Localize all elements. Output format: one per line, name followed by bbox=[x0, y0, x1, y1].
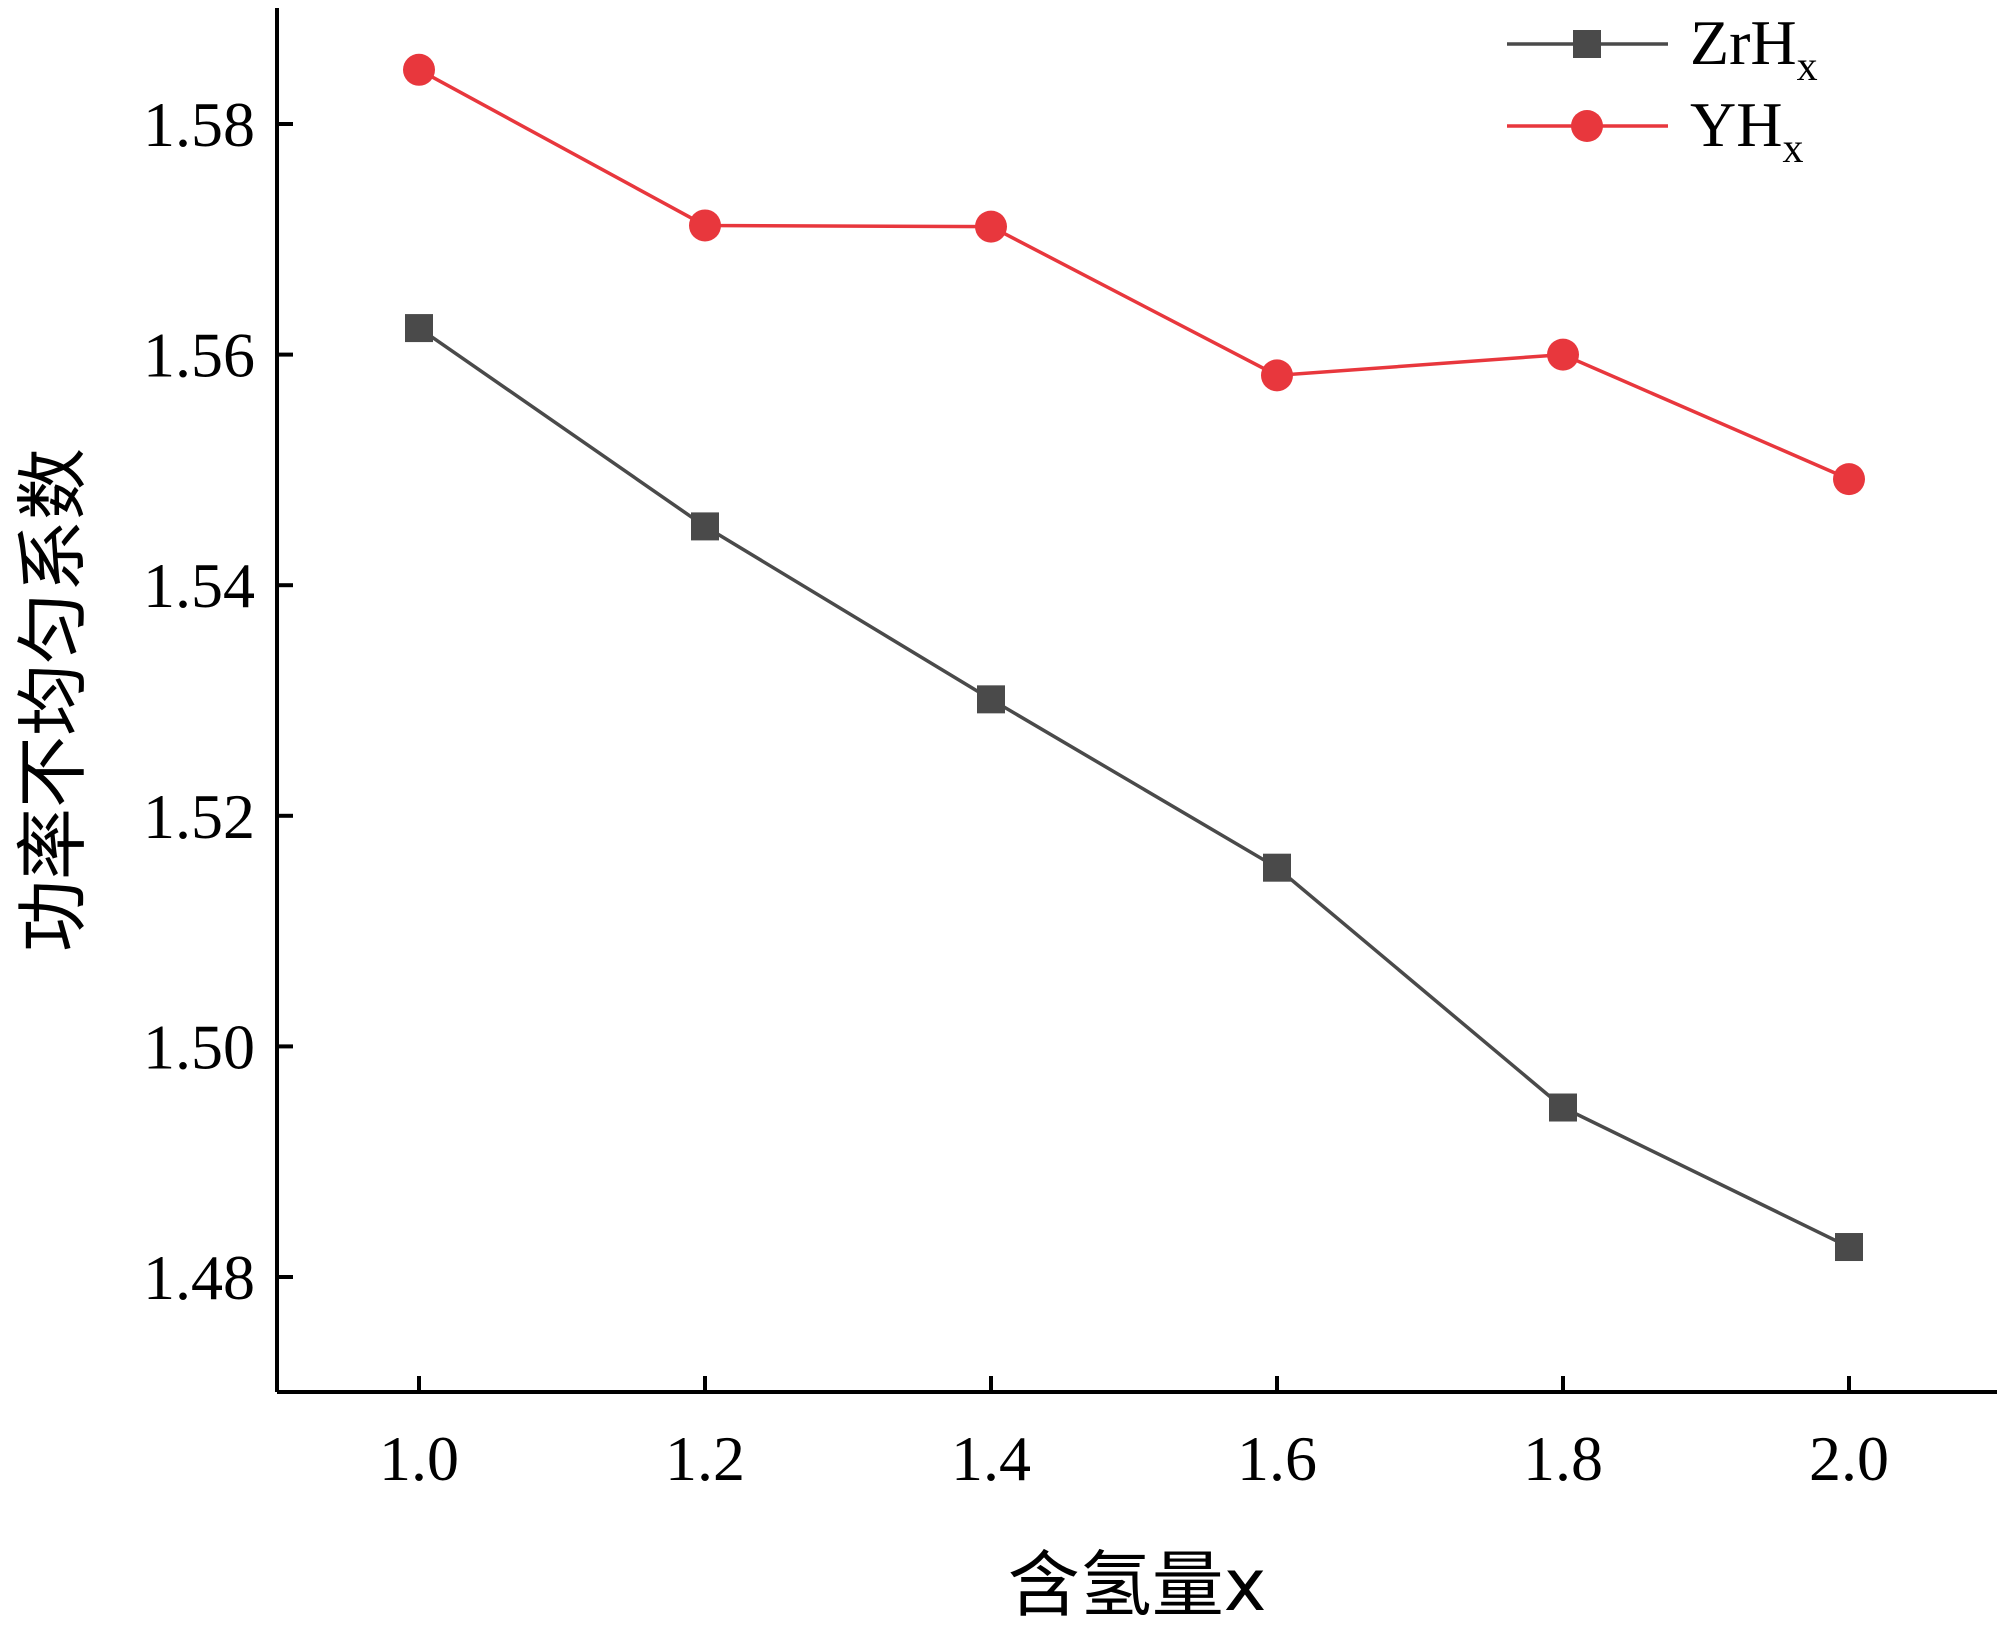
y-tick-label: 1.56 bbox=[143, 320, 255, 391]
y-tick-label: 1.58 bbox=[143, 89, 255, 160]
data-point-zrh bbox=[405, 314, 433, 343]
data-point-zrh bbox=[691, 512, 719, 541]
x-tick-label: 1.8 bbox=[1523, 1423, 1603, 1494]
data-point-yh bbox=[689, 209, 721, 242]
x-tick-label: 1.6 bbox=[1237, 1423, 1317, 1494]
y-tick-label: 1.48 bbox=[143, 1242, 255, 1313]
y-tick-label: 1.52 bbox=[143, 781, 255, 852]
data-point-zrh bbox=[977, 685, 1005, 714]
x-tick-label: 2.0 bbox=[1809, 1423, 1889, 1494]
series-line-yh bbox=[418, 68, 1850, 481]
axes bbox=[275, 8, 1997, 1394]
x-tick-label: 1.2 bbox=[665, 1423, 745, 1494]
data-point-zrh bbox=[1549, 1093, 1577, 1122]
series-layer bbox=[403, 53, 1865, 1262]
data-point-zrh bbox=[1835, 1233, 1863, 1262]
x-ticks: 1.0 1.2 1.4 1.6 1.8 2.0 bbox=[379, 1376, 1889, 1494]
data-point-zrh bbox=[1263, 853, 1291, 882]
legend-marker-zrh bbox=[1573, 30, 1601, 58]
legend-label-zrh: ZrHx bbox=[1690, 7, 1818, 90]
y-tick-label: 1.54 bbox=[143, 550, 255, 621]
data-point-yh bbox=[1833, 463, 1865, 496]
series-line-zrh bbox=[418, 326, 1850, 1249]
data-point-yh bbox=[975, 210, 1007, 243]
data-point-yh bbox=[403, 53, 435, 86]
legend-marker-yh bbox=[1571, 110, 1603, 142]
y-ticks: 1.48 1.50 1.52 1.54 1.56 1.58 bbox=[143, 89, 293, 1313]
x-tick-label: 1.4 bbox=[951, 1423, 1031, 1494]
x-axis-title: 含氢量x bbox=[1008, 1543, 1267, 1627]
y-tick-label: 1.50 bbox=[143, 1011, 255, 1082]
data-point-yh bbox=[1261, 359, 1293, 392]
y-axis-title: 功率不均匀系数 bbox=[11, 448, 95, 952]
data-point-yh bbox=[1547, 338, 1579, 371]
legend-label-yh: YHx bbox=[1690, 89, 1803, 172]
x-tick-label: 1.0 bbox=[379, 1423, 459, 1494]
